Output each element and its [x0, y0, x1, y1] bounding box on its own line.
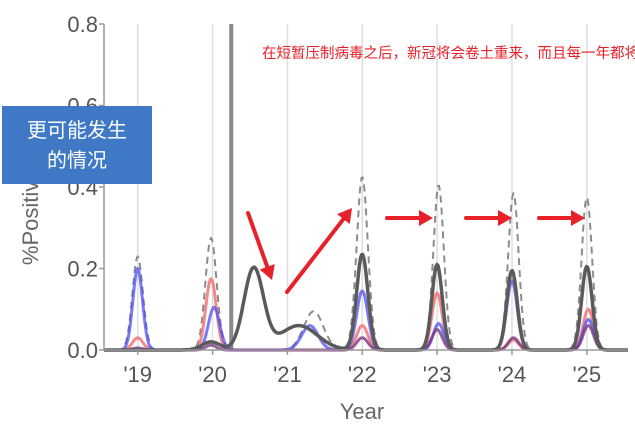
y-tick-label: 0.8	[67, 12, 98, 37]
y-tick-label: 0.0	[67, 338, 98, 363]
x-tick-label: '22	[348, 362, 377, 387]
scenario-label-box	[2, 106, 152, 184]
x-tick-label: '20	[198, 362, 227, 387]
arrow-up	[285, 208, 352, 294]
x-tick-label: '24	[498, 362, 527, 387]
arrow-right-2	[464, 210, 512, 226]
arrow-head	[571, 210, 585, 226]
x-axis-label: Year	[340, 399, 384, 424]
arrow-head	[259, 264, 275, 280]
arrow-head	[337, 208, 352, 224]
x-tick-label: '23	[423, 362, 452, 387]
scenario-label-line-2: 的情况	[47, 148, 107, 172]
arrow-shaft	[285, 217, 346, 294]
arrow-down	[246, 211, 275, 280]
x-tick-label: '19	[123, 362, 152, 387]
y-tick-label: 0.2	[67, 257, 98, 282]
arrow-head	[498, 210, 512, 226]
vertical-grid	[136, 24, 588, 350]
annotation-text: 在短暂压制病毒之后，新冠将会卷土重来，而且每一年都将如约而至爆发	[262, 45, 635, 62]
x-tick-label: '21	[273, 362, 302, 387]
x-tick-label: '25	[572, 362, 601, 387]
arrow-right-3	[537, 210, 585, 226]
arrow-right-1	[385, 210, 433, 226]
arrow-shaft	[246, 211, 270, 269]
annotation-arrows	[246, 208, 585, 294]
scenario-label-line-1: 更可能发生	[27, 118, 127, 142]
arrow-head	[419, 210, 433, 226]
